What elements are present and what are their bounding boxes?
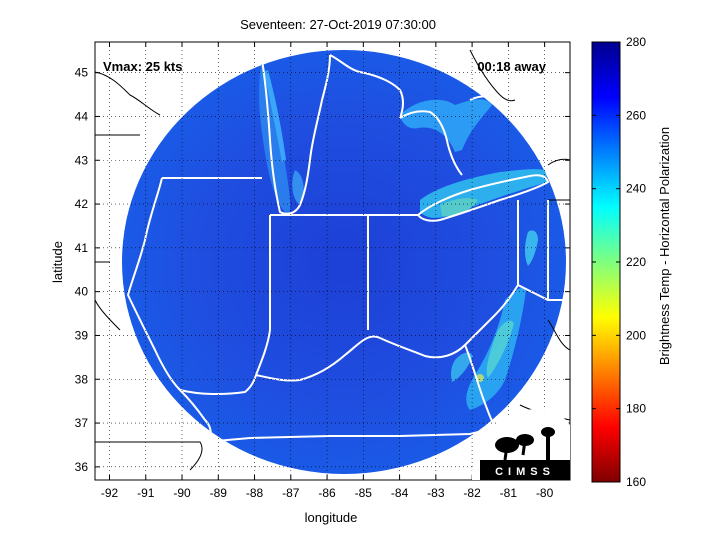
colorbar-tick-label: 160 [626, 475, 646, 489]
vmax-annotation: Vmax: 25 kts [103, 59, 183, 74]
y-axis-ticks: 36 37 38 39 40 41 42 43 44 45 [75, 66, 570, 474]
x-tick-label: -83 [427, 486, 445, 500]
x-tick-label: -91 [137, 486, 155, 500]
x-tick-label: -85 [355, 486, 373, 500]
y-axis-label: latitude [50, 241, 65, 283]
x-axis-ticks: -92 -91 -90 -89 -88 -87 -86 -85 -84 -83 -82 -81 -80 [101, 42, 554, 500]
brightness-features [259, 60, 548, 410]
plot-title: Seventeen: 27-Oct-2019 07:30:00 [240, 17, 436, 32]
state-boundaries [126, 54, 570, 443]
colorbar-tick-label: 180 [626, 402, 646, 416]
y-tick-label: 38 [75, 372, 89, 386]
lake-michigan-outline [261, 54, 331, 215]
y-tick-label: 42 [75, 197, 89, 211]
x-tick-label: -90 [173, 486, 191, 500]
colorbar-tick-label: 280 [626, 35, 646, 49]
x-tick-label: -80 [536, 486, 554, 500]
x-tick-label: -89 [210, 486, 228, 500]
y-tick-label: 43 [75, 153, 89, 167]
lake-huron-outline [399, 95, 501, 176]
colorbar-tick-label: 220 [626, 255, 646, 269]
colorbar-gradient [591, 41, 621, 483]
time-away-annotation: 00:18 away [477, 59, 546, 74]
x-tick-label: -87 [282, 486, 300, 500]
y-tick-label: 40 [75, 285, 89, 299]
colorbar-ticks: 160 180 200 220 240 260 280 [592, 35, 646, 489]
x-tick-label: -82 [463, 486, 481, 500]
y-tick-label: 44 [75, 109, 89, 123]
lake-erie-outline [416, 174, 550, 222]
x-tick-label: -92 [101, 486, 119, 500]
x-axis-label: longitude [305, 510, 358, 525]
colorbar-tick-label: 200 [626, 328, 646, 342]
y-tick-label: 37 [75, 416, 89, 430]
colorbar-label: Brightness Temp - Horizontal Polarizatio… [657, 127, 672, 365]
colorbar-tick-label: 240 [626, 182, 646, 196]
y-tick-label: 45 [75, 66, 89, 80]
colorbar: 160 180 200 220 240 260 280 Brightness Temp - … [591, 35, 672, 489]
x-tick-label: -84 [391, 486, 409, 500]
y-tick-label: 39 [75, 328, 89, 342]
map-axes: -92 -91 -90 -89 -88 -87 -86 -85 -84 -83 -82 -81 -80 … [75, 41, 571, 500]
x-tick-label: -88 [246, 486, 264, 500]
colorbar-tick-label: 260 [626, 108, 646, 122]
x-tick-label: -86 [318, 486, 336, 500]
x-tick-label: -81 [500, 486, 518, 500]
cimss-logo-text: CIMSS [495, 466, 555, 478]
y-tick-label: 41 [75, 241, 89, 255]
y-tick-label: 36 [75, 460, 89, 474]
microwave-swath [122, 50, 566, 474]
map-frame [94, 41, 571, 481]
cimss-logo: CIMSS [471, 409, 570, 480]
